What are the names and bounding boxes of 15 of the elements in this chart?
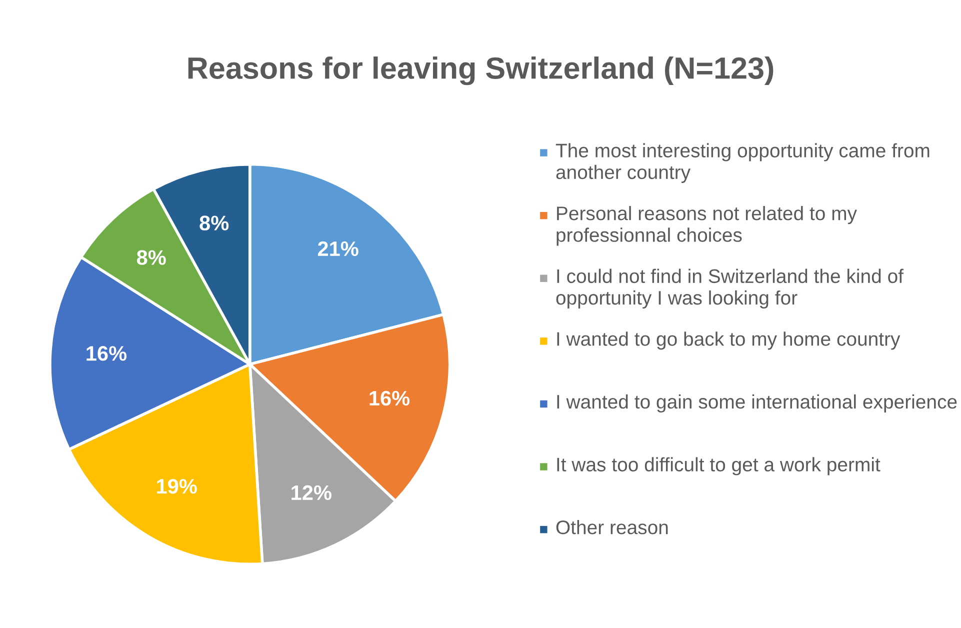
- legend-label: The most interesting opportunity came from another country: [556, 143, 930, 183]
- data-label: 8%: [200, 216, 229, 230]
- data-label: 21%: [318, 241, 358, 256]
- data-label: 16%: [86, 346, 127, 361]
- data-label: 12%: [292, 485, 332, 500]
- data-label: 8%: [136, 250, 166, 265]
- legend-label: I could not find in Switzerland the kind of opportunity I was looking for: [556, 268, 904, 309]
- data-label: 19%: [157, 478, 197, 494]
- legend-label: I wanted to gain some international experience: [557, 394, 957, 413]
- legend-label: It was too difficult to get a work permit: [557, 457, 880, 476]
- legend-label: I wanted to go back to my home country: [557, 332, 900, 350]
- legend-label: Other reason: [556, 520, 668, 534]
- chart-title: Reasons for leaving Switzerland (N=123): [188, 56, 774, 86]
- legend-label: Personal reasons not related to my professionnal choices: [556, 206, 857, 246]
- data-label: 16%: [370, 390, 410, 406]
